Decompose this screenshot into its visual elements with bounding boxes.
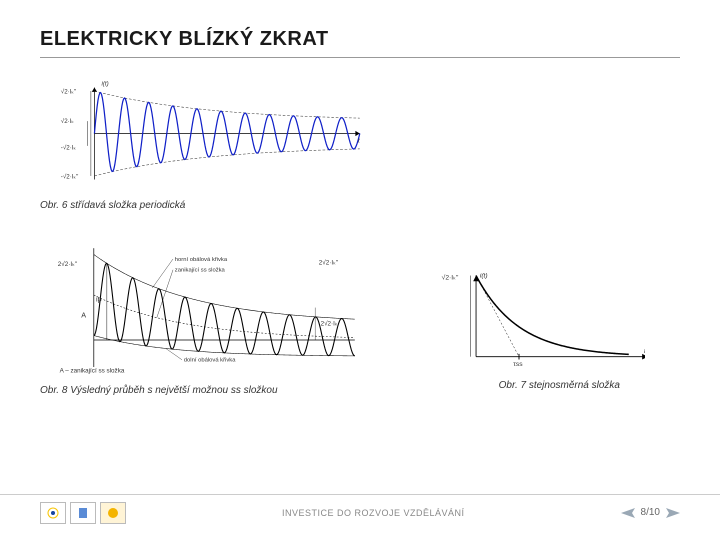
footer: INVESTICE DO ROZVOJE VZDĚLÁVÁNÍ 8/10 — [0, 494, 720, 530]
svg-text:√2·Iₖ: √2·Iₖ — [61, 118, 75, 125]
svg-text:dolní obálová křivka: dolní obálová křivka — [184, 358, 236, 364]
logo-op — [100, 502, 126, 524]
svg-text:2√2·Iₖ": 2√2·Iₖ" — [58, 261, 77, 268]
logo-msmt — [70, 502, 96, 524]
footer-text: INVESTICE DO ROZVOJE VZDĚLÁVÁNÍ — [126, 508, 621, 518]
logo-esf — [40, 502, 66, 524]
figure-2-chart: i(t) √2·Iₖ" t τss — [435, 266, 645, 371]
svg-text:zanikající ss složka: zanikající ss složka — [175, 268, 226, 274]
svg-text:A: A — [81, 311, 86, 320]
next-arrow-icon[interactable] — [666, 508, 680, 518]
figures-area: i(t) t √2·Iₖ" √2·Iₖ -√2·Iₖ -√2·Iₖ" Obr. 6 stř… — [40, 76, 680, 396]
figure-2-caption: Obr. 7 stejnosměrná složka — [499, 380, 620, 391]
svg-text:-√2·Iₖ": -√2·Iₖ" — [61, 174, 79, 181]
svg-text:-√2·Iₖ: -√2·Iₖ — [61, 144, 77, 151]
prev-arrow-icon[interactable] — [621, 508, 635, 518]
svg-text:i(t): i(t) — [102, 81, 109, 88]
pager: 8/10 — [621, 507, 680, 518]
svg-text:horní obálová křivka: horní obálová křivka — [175, 257, 228, 263]
svg-text:τss: τss — [513, 361, 523, 368]
svg-text:A – zanikající ss složka: A – zanikající ss složka — [60, 367, 125, 374]
figure-3-chart: 2√2·Iₖ" ip Ahorní obálová křivka zanikající… — [40, 241, 360, 376]
figure-1-caption: Obr. 6 střídavá složka periodická — [40, 200, 680, 211]
svg-text:2√2·Iₖ: 2√2·Iₖ — [321, 321, 338, 328]
page-title: ELEKTRICKY BLÍZKÝ ZKRAT — [40, 28, 680, 58]
svg-text:t: t — [358, 137, 360, 144]
footer-logos — [40, 502, 126, 524]
figure-1-chart: i(t) t √2·Iₖ" √2·Iₖ -√2·Iₖ -√2·Iₖ" — [40, 76, 370, 191]
svg-text:2√2·Iₖ": 2√2·Iₖ" — [319, 259, 338, 266]
svg-text:ip: ip — [96, 295, 102, 304]
svg-text:t: t — [644, 348, 645, 355]
svg-text:i(t): i(t) — [480, 272, 488, 279]
svg-text:√2·Iₖ": √2·Iₖ" — [61, 89, 76, 96]
svg-text:√2·Iₖ": √2·Iₖ" — [442, 273, 459, 281]
page-number: 8/10 — [641, 507, 660, 518]
